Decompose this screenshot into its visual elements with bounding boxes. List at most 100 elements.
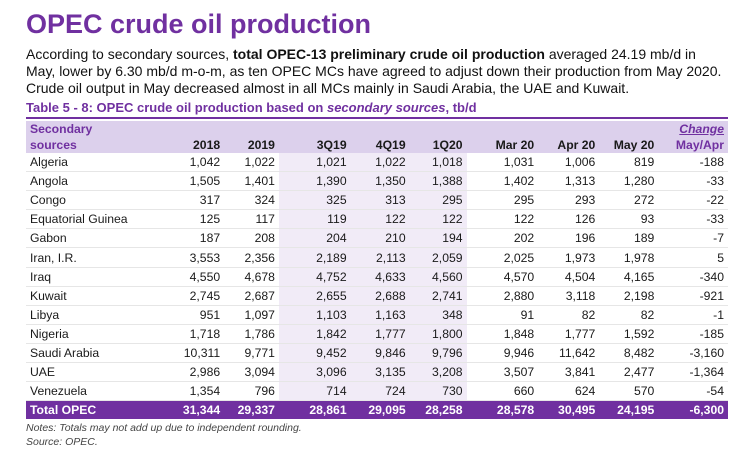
value-cell: 8,482 <box>599 343 659 364</box>
value-cell: 1,973 <box>538 247 600 268</box>
value-cell: 29,095 <box>350 400 410 420</box>
value-cell: 317 <box>160 190 225 211</box>
value-cell: 4,504 <box>538 267 600 287</box>
value-cell: 1,280 <box>599 171 659 192</box>
value-cell: 1,592 <box>599 324 659 344</box>
value-cell: 325 <box>278 190 351 211</box>
value-cell: 31,344 <box>160 400 225 420</box>
change-cell: -33 <box>658 209 728 230</box>
change-cell: -340 <box>658 267 728 287</box>
page-title: OPEC crude oil production <box>26 9 372 39</box>
value-cell: 4,550 <box>160 267 225 287</box>
table-row: Congo 317 324 325 313 295 295 293 272 -22 <box>26 190 728 211</box>
value-cell: 1,390 <box>278 171 351 192</box>
value-cell: 24,195 <box>599 400 659 420</box>
value-cell: 730 <box>409 381 467 402</box>
table-row: Venezuela 1,354 796 714 724 730 660 624 570 -54 <box>26 381 728 402</box>
value-cell: 1,021 <box>278 153 351 173</box>
country-name: Saudi Arabia <box>26 343 161 364</box>
table-row: Algeria 1,042 1,022 1,021 1,022 1,018 1,031 1,0… <box>26 153 728 173</box>
value-cell: 324 <box>224 190 279 211</box>
value-cell: 2,189 <box>278 247 351 268</box>
country-name: Angola <box>26 171 161 192</box>
value-cell: 122 <box>466 209 539 230</box>
value-cell: 796 <box>224 381 279 402</box>
value-cell: 293 <box>538 190 600 211</box>
table-row: Kuwait 2,745 2,687 2,655 2,688 2,741 2,880 3,11… <box>26 286 728 306</box>
value-cell: 4,570 <box>466 267 539 287</box>
value-cell: 2,986 <box>160 362 225 383</box>
change-cell: 5 <box>658 247 728 268</box>
column-header: Mar 20 <box>466 137 539 153</box>
value-cell: 125 <box>160 209 225 230</box>
value-cell: 2,059 <box>409 247 467 268</box>
value-cell: 1,978 <box>599 247 659 268</box>
table-row: Iraq 4,550 4,678 4,752 4,633 4,560 4,570 4,504 4… <box>26 267 728 287</box>
value-cell: 2,741 <box>409 286 467 306</box>
change-cell: -33 <box>658 171 728 192</box>
value-cell: 2,880 <box>466 286 539 306</box>
change-cell: -7 <box>658 228 728 249</box>
value-cell: 28,861 <box>278 400 351 420</box>
value-cell: 28,258 <box>409 400 467 420</box>
value-cell: 30,495 <box>538 400 600 420</box>
value-cell: 2,356 <box>224 247 279 268</box>
value-cell: 3,507 <box>466 362 539 383</box>
value-cell: 1,018 <box>409 153 467 173</box>
value-cell: 9,771 <box>224 343 279 364</box>
header-first-line2: sources <box>26 137 161 153</box>
value-cell: 194 <box>409 228 467 249</box>
value-cell: 295 <box>466 190 539 211</box>
value-cell: 3,841 <box>538 362 600 383</box>
value-cell: 1,042 <box>160 153 225 173</box>
value-cell: 2,025 <box>466 247 539 268</box>
value-cell: 3,094 <box>224 362 279 383</box>
value-cell: 2,655 <box>278 286 351 306</box>
table-row: Gabon 187 208 204 210 194 202 196 189 -7 <box>26 228 728 249</box>
value-cell: 3,208 <box>409 362 467 383</box>
value-cell: 1,505 <box>160 171 225 192</box>
table-row: Libya 951 1,097 1,103 1,163 348 91 82 82 -1 <box>26 305 728 325</box>
value-cell: 1,848 <box>466 324 539 344</box>
value-cell: 819 <box>599 153 659 173</box>
value-cell: 1,097 <box>224 305 279 325</box>
country-name: Venezuela <box>26 381 161 402</box>
table-row: Nigeria 1,718 1,786 1,842 1,777 1,800 1,848 1,7… <box>26 324 728 344</box>
change-cell: -1 <box>658 305 728 325</box>
value-cell: 3,118 <box>538 286 600 306</box>
intro-paragraph: According to secondary sources, total OP… <box>26 46 728 97</box>
country-name: Algeria <box>26 153 161 173</box>
value-cell: 210 <box>350 228 410 249</box>
value-cell: 2,113 <box>350 247 410 268</box>
value-cell: 4,752 <box>278 267 351 287</box>
value-cell: 2,687 <box>224 286 279 306</box>
value-cell: 1,401 <box>224 171 279 192</box>
table-title-italic: secondary sources <box>326 100 446 115</box>
value-cell: 119 <box>278 209 351 230</box>
value-cell: 1,022 <box>224 153 279 173</box>
value-cell: 951 <box>160 305 225 325</box>
table-row: Angola 1,505 1,401 1,390 1,350 1,388 1,402 1,31… <box>26 171 728 192</box>
value-cell: 9,946 <box>466 343 539 364</box>
value-cell: 1,103 <box>278 305 351 325</box>
change-cell: -54 <box>658 381 728 402</box>
value-cell: 724 <box>350 381 410 402</box>
value-cell: 660 <box>466 381 539 402</box>
change-cell: -6,300 <box>658 400 728 420</box>
value-cell: 714 <box>278 381 351 402</box>
column-header: May 20 <box>599 137 659 153</box>
value-cell: 204 <box>278 228 351 249</box>
value-cell: 1,786 <box>224 324 279 344</box>
value-cell: 1,777 <box>538 324 600 344</box>
value-cell: 624 <box>538 381 600 402</box>
table-body: Algeria 1,042 1,022 1,021 1,022 1,018 1,031 1,0… <box>26 153 728 420</box>
value-cell: 11,642 <box>538 343 600 364</box>
change-cell: -188 <box>658 153 728 173</box>
value-cell: 348 <box>409 305 467 325</box>
value-cell: 3,135 <box>350 362 410 383</box>
notes-line: Notes: Totals may not add up due to inde… <box>26 422 302 435</box>
value-cell: 1,777 <box>350 324 410 344</box>
country-name: Iraq <box>26 267 161 287</box>
change-cell: -921 <box>658 286 728 306</box>
